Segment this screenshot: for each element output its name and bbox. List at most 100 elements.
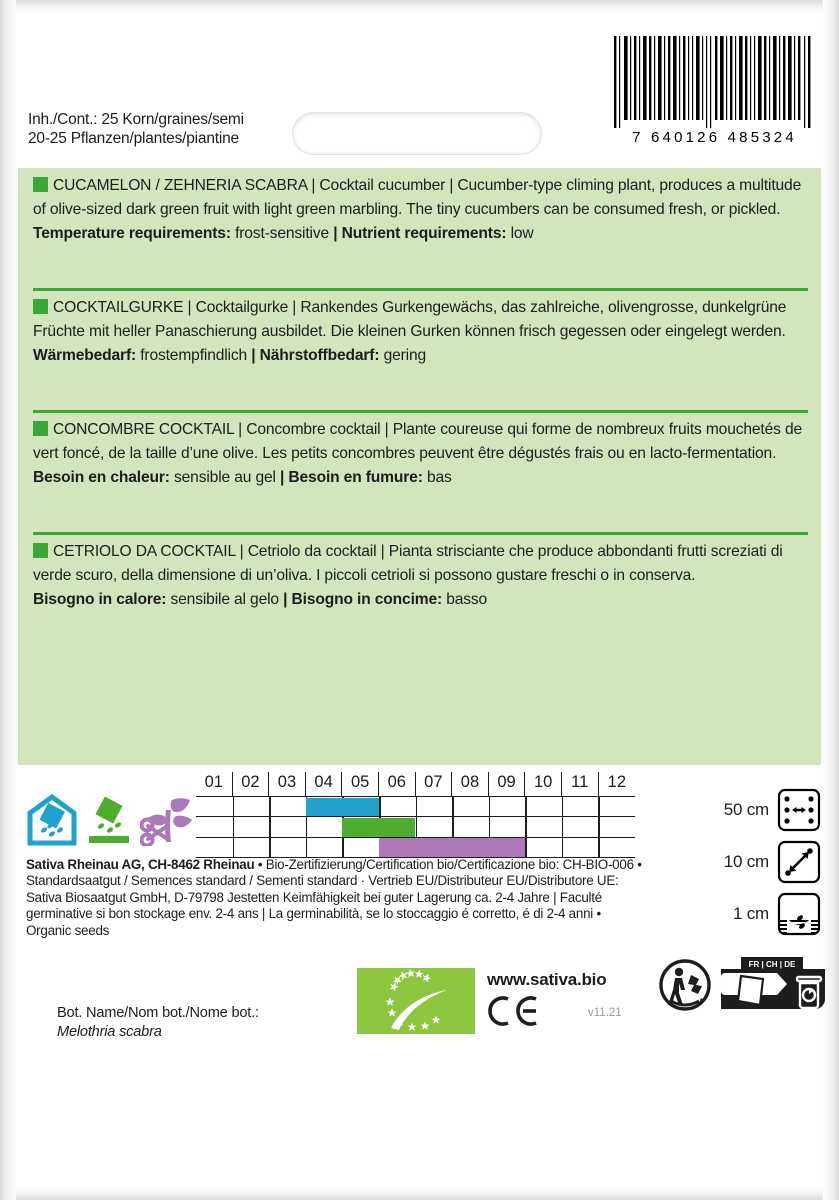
calendar-gridline-10 <box>561 797 564 858</box>
hang-hole <box>292 112 542 155</box>
calendar-gridline-2 <box>269 797 271 858</box>
packet-edge-left <box>0 0 16 1200</box>
calendar-gridline-7 <box>452 797 454 858</box>
disposal-icons: FR | CH | DE <box>657 957 827 1013</box>
plant-spacing-icon <box>777 840 821 884</box>
company-info: Sativa Rheinau AG, CH-8462 Rheinau • Bio… <box>26 857 644 939</box>
calendar-month-12: 12 <box>607 773 626 791</box>
company-name: Sativa Rheinau AG, CH-8462 Rheinau <box>26 857 255 872</box>
website-label: www.sativa.bio <box>487 970 607 989</box>
harvest-icon <box>140 798 192 846</box>
divider-en-de <box>33 288 808 291</box>
calendar-month-07: 07 <box>416 772 453 796</box>
req-separator-de: | <box>251 347 256 364</box>
calendar-month-09: 09 <box>489 772 526 796</box>
calendar-gridline-6 <box>415 797 418 858</box>
req-separator-en: | <box>333 225 338 242</box>
description-block-it: CETRIOLO DA COCKTAIL | Cetriolo da cockt… <box>33 540 808 612</box>
nutrient-label-fr: Besoin en fumure: <box>288 469 423 486</box>
calendar-month-05: 05 <box>342 772 379 796</box>
green-square-icon <box>33 421 48 436</box>
description-block-en: CUCAMELON / ZEHNERIA SCABRA | Cocktail c… <box>33 174 808 246</box>
row-spacing: 50 cm <box>724 786 821 834</box>
temperature-label-en: Temperature requirements: <box>33 225 231 242</box>
description-text-fr: CONCOMBRE COCKTAIL | Concombre cocktail … <box>33 421 802 462</box>
green-square-icon <box>33 177 48 192</box>
recycle-countries-label: FR | CH | DE <box>749 960 796 969</box>
temperature-label-it: Bisogno in calore: <box>33 591 167 608</box>
sow-indoors-icon <box>27 794 77 846</box>
green-square-icon <box>33 299 48 314</box>
divider-de-fr <box>33 410 808 413</box>
calendar-month-02: 02 <box>233 772 270 796</box>
packet-edge-bottom <box>0 1186 839 1200</box>
divider-fr-it <box>33 532 808 535</box>
sowing-depth-label: 1 cm <box>732 904 769 923</box>
contents-label: Inh./Cont.: 25 Korn/graines/semi 20-25 P… <box>28 111 244 147</box>
barcode-block: 7 640126 485324 <box>612 36 817 146</box>
company-details: • Bio-Zertifizierung/Certification bio/C… <box>26 857 642 938</box>
harvest-bar <box>378 838 526 858</box>
tidyman-icon <box>659 959 711 1011</box>
temperature-value-it: sensibile al gelo <box>170 591 280 608</box>
req-separator-fr: | <box>280 469 285 486</box>
calendar-month-08: 08 <box>452 772 489 796</box>
sowing-depth-icon <box>777 892 821 936</box>
description-block-de: COCKTAILGURKE | Cocktailgurke | Rankende… <box>33 296 808 368</box>
requirements-en: Temperature requirements: frost-sensitiv… <box>33 222 808 246</box>
calendar-grid <box>196 796 635 858</box>
sowing-pictograms <box>26 794 194 846</box>
description-panel: CUCAMELON / ZEHNERIA SCABRA | Cocktail c… <box>18 168 821 765</box>
temperature-value-en: frost-sensitive <box>235 225 330 242</box>
calendar-gridline-8 <box>488 797 491 858</box>
sow-outdoors-icon <box>89 796 129 843</box>
botanical-name-value: Melothria scabra <box>57 1024 162 1040</box>
req-separator-it: | <box>283 591 288 608</box>
recycling-fr-ch-de-icon: FR | CH | DE <box>721 957 825 1010</box>
eu-organic-leaf-icon <box>357 968 475 1034</box>
calendar-month-11: 11 <box>562 772 599 796</box>
nutrient-label-it: Bisogno in concime: <box>291 591 443 608</box>
calendar-month-04: 04 <box>306 772 343 796</box>
temperature-value-de: frostempfindlich <box>140 347 248 364</box>
sow-outdoors-bar <box>342 818 416 837</box>
nutrient-label-en: Nutrient requirements: <box>341 225 507 242</box>
calendar-month-01: 01 <box>196 772 233 796</box>
ce-mark-icon <box>488 996 537 1026</box>
temperature-label-de: Wärmebedarf: <box>33 347 137 364</box>
botanical-name-label: Bot. Name/Nom bot./Nome bot.: <box>57 1005 259 1021</box>
nutrient-value-fr: bas <box>426 469 452 486</box>
calendar-month-10: 10 <box>525 772 562 796</box>
calendar-month-06: 06 <box>379 772 416 796</box>
calendar-gridline-11 <box>598 797 600 858</box>
calendar-month-03: 03 <box>269 772 306 796</box>
description-block-fr: CONCOMBRE COCKTAIL | Concombre cocktail … <box>33 418 808 490</box>
requirements-de: Wärmebedarf: frostempfindlich | Nährstof… <box>33 344 808 368</box>
nutrient-label-de: Nährstoffbedarf: <box>259 347 380 364</box>
row-spacing-icon <box>777 788 821 832</box>
nutrient-value-it: basso <box>446 591 488 608</box>
description-text-de: COCKTAILGURKE | Cocktailgurke | Rankende… <box>33 299 787 340</box>
temperature-label-fr: Besoin en chaleur: <box>33 469 170 486</box>
sowing-calendar: 01 02 03 04 05 06 07 08 09 10 11 12 <box>196 772 635 858</box>
requirements-it: Bisogno in calore: sensibile al gelo | B… <box>33 588 808 612</box>
sow-indoors-bar <box>305 797 379 817</box>
plant-spacing-label: 10 cm <box>723 852 769 871</box>
packet-edge-right <box>823 0 839 1200</box>
nutrient-value-en: low <box>510 225 534 242</box>
description-text-it: CETRIOLO DA COCKTAIL | Cetriolo da cockt… <box>33 543 783 584</box>
description-text-en: CUCAMELON / ZEHNERIA SCABRA | Cocktail c… <box>33 177 802 218</box>
row-spacing-label: 50 cm <box>723 800 769 819</box>
calendar-month-header: 01 02 03 04 05 06 07 08 09 10 11 12 <box>196 772 635 796</box>
requirements-fr: Besoin en chaleur: sensible au gel | Bes… <box>33 466 808 490</box>
green-square-icon <box>33 543 48 558</box>
botanical-name: Bot. Name/Nom bot./Nome bot.: Melothria … <box>57 1004 259 1042</box>
plant-spacing: 10 cm <box>724 838 821 886</box>
barcode-icon <box>614 36 811 128</box>
version-label: v11.21 <box>588 1007 622 1019</box>
calendar-gridline-3 <box>305 797 308 858</box>
spacing-icons: 50 cm 10 cm <box>724 786 821 942</box>
temperature-value-fr: sensible au gel <box>174 469 276 486</box>
header-strip: Inh./Cont.: 25 Korn/graines/semi 20-25 P… <box>0 0 839 168</box>
